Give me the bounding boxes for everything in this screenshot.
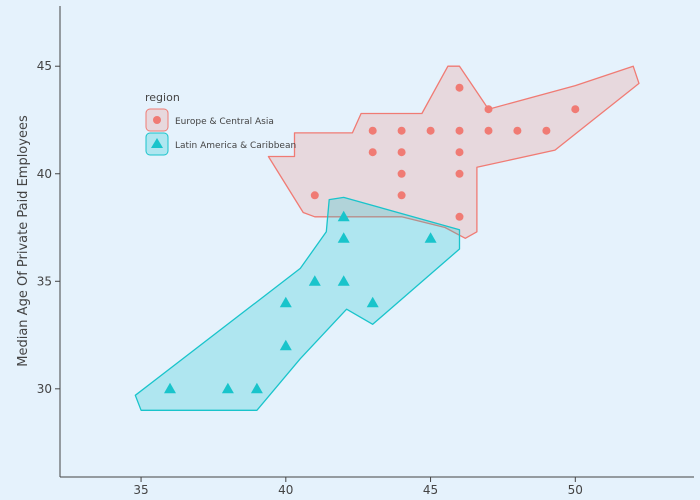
x-tick-label: 50 [568,483,583,497]
point-europe-central-asia [571,105,580,114]
point-europe-central-asia [397,191,406,200]
legend-title: region [145,91,180,104]
point-europe-central-asia [368,148,377,157]
y-tick-label: 45 [37,59,52,73]
legend-label-europe: Europe & Central Asia [175,117,274,127]
point-latin-america-caribbean [250,382,263,394]
point-latin-america-caribbean [337,210,350,222]
point-europe-central-asia [455,126,464,135]
hull-europe-central-asia [267,65,640,239]
point-europe-central-asia [455,212,464,221]
point-europe-central-asia [484,105,493,114]
hull-latin-america-caribbean [134,196,461,411]
point-latin-america-caribbean [279,339,292,351]
point-europe-central-asia [455,169,464,178]
y-tick-label: 30 [37,382,52,396]
point-latin-america-caribbean [337,232,350,243]
tick-layer: 35 40 45 50 30 35 40 45 [37,59,583,497]
y-axis-title: Median Age Of Private Paid Employees [16,115,31,367]
point-latin-america-caribbean [164,382,176,394]
point-europe-central-asia [455,148,464,157]
point-latin-america-caribbean [221,382,234,394]
point-latin-america-caribbean [337,275,350,286]
point-europe-central-asia [542,126,551,135]
x-tick-label: 35 [133,483,148,497]
point-latin-america-caribbean [308,275,321,286]
legend-label-latin-america: Latin America & Caribbean [175,141,296,151]
legend-marker-latin-america [151,138,163,148]
x-tick-label: 40 [278,483,293,497]
point-europe-central-asia [455,83,464,92]
point-latin-america-caribbean [279,296,292,308]
point-europe-central-asia [310,191,319,200]
point-europe-central-asia [397,148,406,157]
hull-layer [134,65,640,411]
point-latin-america-caribbean [366,296,379,308]
point-europe-central-asia [368,126,377,135]
y-tick-label: 35 [37,274,52,288]
point-europe-central-asia [426,126,435,135]
point-latin-america-caribbean [424,232,437,243]
point-europe-central-asia [513,126,522,135]
point-europe-central-asia [484,126,493,135]
y-tick-label: 40 [37,167,52,181]
point-europe-central-asia [397,169,406,178]
point-layer [164,83,580,394]
x-tick-label: 45 [423,483,438,497]
point-europe-central-asia [397,126,406,135]
legend: region Europe & Central Asia Latin Ameri… [145,91,296,156]
legend-marker-europe [153,116,161,124]
